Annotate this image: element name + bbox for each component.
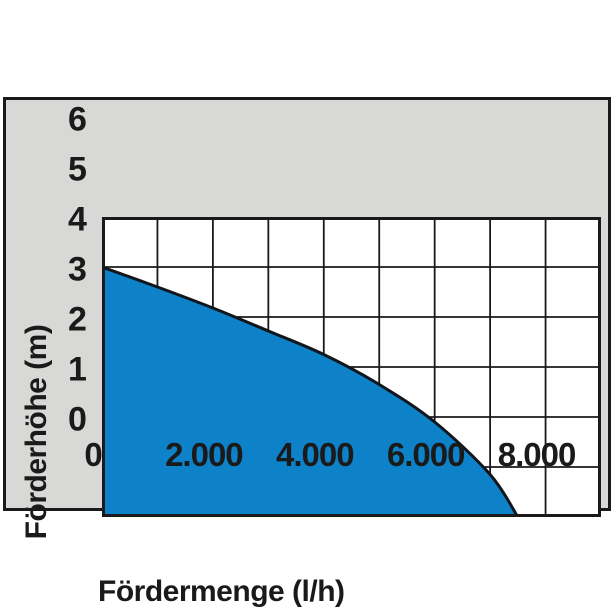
x-tick-label: 6.000 [386,436,466,473]
y-tick-label: 3 [68,250,87,289]
y-tick-label: 5 [68,150,87,189]
pump-curve-area [102,267,518,517]
x-tick-label: 2.000 [165,436,244,473]
pump-curve-line [102,265,520,517]
chart-svg [102,217,601,517]
x-tick-label: 8.000 [497,436,577,473]
plot-border [102,217,601,517]
y-tick-label: 0 [68,400,87,439]
x-tick-label: 4.000 [275,436,355,473]
plot-area [102,217,601,517]
x-tick-label: 0 [84,436,102,473]
y-tick-label: 4 [68,200,87,239]
x-axis-title: Fördermenge (l/h) [98,575,345,608]
y-tick-label: 6 [68,100,87,139]
y-axis-title: Förderhöhe (m) [20,324,53,540]
y-tick-label: 2 [68,300,87,339]
chart-panel: 6 5 4 3 2 1 0 0 2.000 4.000 6.000 8.000 Förderhöhe… [3,97,611,608]
y-tick-label: 1 [68,350,87,389]
